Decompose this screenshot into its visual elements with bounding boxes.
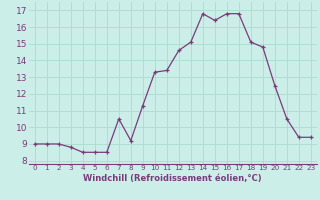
X-axis label: Windchill (Refroidissement éolien,°C): Windchill (Refroidissement éolien,°C) bbox=[84, 174, 262, 183]
